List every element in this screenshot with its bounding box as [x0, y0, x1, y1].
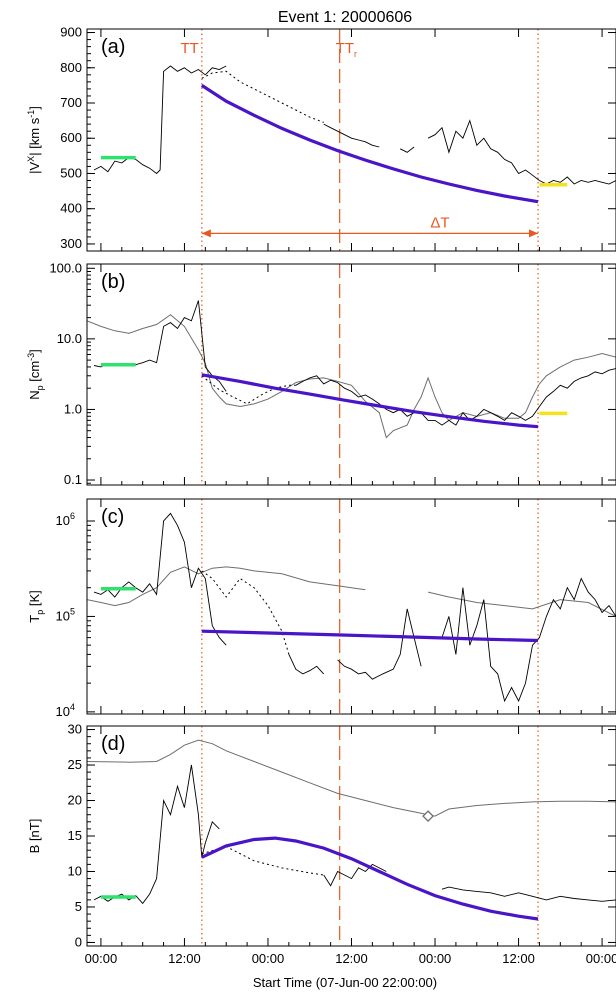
y-tick-label: 106	[56, 511, 75, 528]
y-tick-label: 300	[60, 236, 82, 251]
dotted-model-series	[201, 375, 296, 405]
y-axis-title-unit: | [km s	[27, 117, 42, 156]
observed-series	[93, 512, 616, 703]
panel-label: (a)	[101, 36, 125, 58]
y-tick-label: 800	[60, 60, 82, 75]
chart-title: Event 1: 20000606	[278, 9, 412, 26]
delta-t-arrowhead-right	[529, 229, 539, 238]
panel-d: 0 5 10 15 20 25 30 (d) B [nT] 00:00 12:00 00:00 12:0…	[27, 722, 616, 966]
panel-frame	[86, 28, 616, 252]
ttr-label: TTr	[336, 40, 357, 59]
y-tick-label: 700	[60, 95, 82, 110]
plot-area	[87, 499, 616, 714]
x-tick-label: 00:00	[419, 951, 452, 966]
y-axis-title-unit: [cm	[27, 361, 42, 386]
panel-a: 300 400 500 600 700 800 900 (a) |VX| [km s-1] TT T…	[26, 25, 616, 252]
y-axis-title-unit-sup: -3	[26, 353, 36, 361]
x-tick-label: 12:00	[502, 951, 535, 966]
plot-area	[87, 726, 616, 946]
y-tick-label: 0	[75, 934, 82, 949]
comparison-gray-series	[87, 739, 616, 817]
y-axis-title: Tp [K]	[27, 590, 45, 622]
panel-frame	[86, 725, 616, 947]
y-axis-title: |VX| [km s-1]	[26, 106, 42, 174]
y-axis-title-end: ]	[27, 349, 42, 353]
plot-area	[93, 29, 616, 251]
fit-curve	[201, 629, 539, 643]
delta-t-arrowhead-left	[201, 229, 211, 238]
y-tick-label: 1.0	[64, 401, 82, 416]
y-axis-title-end: ]	[27, 106, 42, 110]
x-tick-label: 00:00	[586, 951, 616, 966]
dotted-model-series	[201, 846, 324, 876]
y-tick-label: 5	[75, 899, 82, 914]
y-axis-title-sub: p	[35, 610, 45, 615]
y-axis-title: B [nT]	[27, 819, 42, 854]
y-tick-exponent: 6	[70, 511, 75, 521]
field-minimum-diamond	[422, 810, 434, 823]
comparison-gray-series	[87, 566, 616, 617]
panel-label: (d)	[101, 733, 125, 755]
y-axis-title-text: T	[27, 615, 42, 623]
observed-series	[93, 65, 616, 185]
x-tick-label: 00:00	[252, 951, 285, 966]
y-tick-label: 104	[56, 702, 75, 719]
y-tick-label: 10	[68, 863, 82, 878]
y-tick-label: 20	[68, 793, 82, 808]
y-tick-label: 15	[68, 828, 82, 843]
plot-area	[87, 264, 616, 485]
x-tick-label: 12:00	[168, 951, 201, 966]
y-tick-label: 600	[60, 130, 82, 145]
y-tick-exponent: 5	[70, 606, 75, 616]
y-tick-label: 400	[60, 201, 82, 216]
y-tick-label: 0.1	[64, 472, 82, 487]
y-tick-label: 100.0	[49, 260, 82, 275]
y-axis-title-sup: X	[26, 156, 36, 162]
y-axis-title-unit-sup: -1	[26, 110, 36, 118]
y-tick-exponent: 4	[70, 702, 75, 712]
dotted-model-series	[201, 70, 324, 123]
y-axis-title-unit: [K]	[27, 590, 42, 610]
fit-curve	[201, 836, 539, 921]
panel-frame	[86, 498, 616, 715]
panel-b: 0.1 1.0 10.0 100.0 (b) Np [cm-3]	[26, 260, 616, 487]
y-axis-title: Np [cm-3]	[26, 349, 45, 400]
fit-curve	[201, 373, 539, 429]
y-tick-label: 105	[56, 606, 75, 623]
y-tick-label: 25	[68, 757, 82, 772]
panel-c: 104 105 106 (c) Tp [K]	[27, 498, 616, 719]
ttr-label-sub: r	[354, 49, 357, 59]
y-tick-label: 900	[60, 25, 82, 40]
fit-curve	[200, 84, 539, 204]
delta-t-label: ΔT	[430, 214, 449, 231]
panel-label: (c)	[101, 506, 124, 528]
y-tick-label: 10.0	[57, 331, 82, 346]
x-tick-label: 00:00	[85, 951, 118, 966]
y-axis-title-sub: p	[35, 385, 45, 390]
tt-label: TT	[181, 40, 199, 57]
comparison-gray-series	[87, 314, 616, 439]
y-axis-title-text: B [nT]	[27, 819, 42, 854]
y-tick-label: 500	[60, 165, 82, 180]
y-axis-title-text: |V	[27, 162, 42, 174]
panel-label: (b)	[101, 271, 125, 293]
y-tick-label: 30	[68, 722, 82, 737]
y-axis-title-text: N	[27, 390, 42, 399]
panel-frame	[86, 263, 616, 486]
x-tick-label: 12:00	[335, 951, 368, 966]
dotted-model-series	[201, 570, 290, 655]
x-axis-title: Start Time (07-Jun-00 22:00:00)	[253, 975, 437, 990]
